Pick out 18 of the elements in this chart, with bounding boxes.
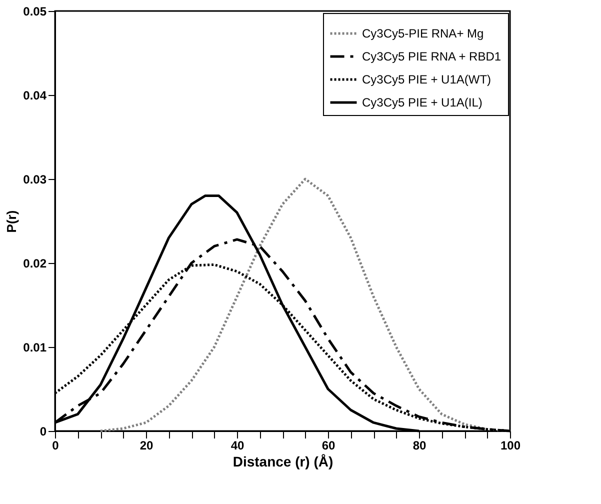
legend-label: Cy3Cy5-PIE RNA+ Mg	[362, 26, 484, 40]
x-tick-label: 100	[500, 438, 521, 452]
legend-label: Cy3Cy5 PIE + U1A(WT)	[362, 72, 492, 86]
x-tick-label: 20	[140, 438, 154, 452]
y-axis-title: P(r)	[4, 210, 20, 233]
y-tick-label: 0.05	[23, 4, 47, 18]
x-tick-label: 60	[322, 438, 336, 452]
y-tick-label: 0.02	[23, 256, 47, 270]
x-tick-label: 40	[230, 438, 244, 452]
x-axis-title: Distance (r) (Å)	[232, 454, 334, 470]
x-tick-label: 80	[412, 438, 426, 452]
legend-label: Cy3Cy5 PIE RNA + RBD1	[362, 50, 502, 64]
x-tick-label: 0	[52, 438, 60, 452]
y-tick-label: 0	[40, 424, 47, 438]
legend-label: Cy3Cy5 PIE + U1A(IL)	[362, 96, 482, 110]
y-tick-label: 0.04	[23, 88, 47, 102]
y-tick-label: 0.01	[23, 340, 47, 354]
y-tick-label: 0.03	[23, 172, 47, 186]
